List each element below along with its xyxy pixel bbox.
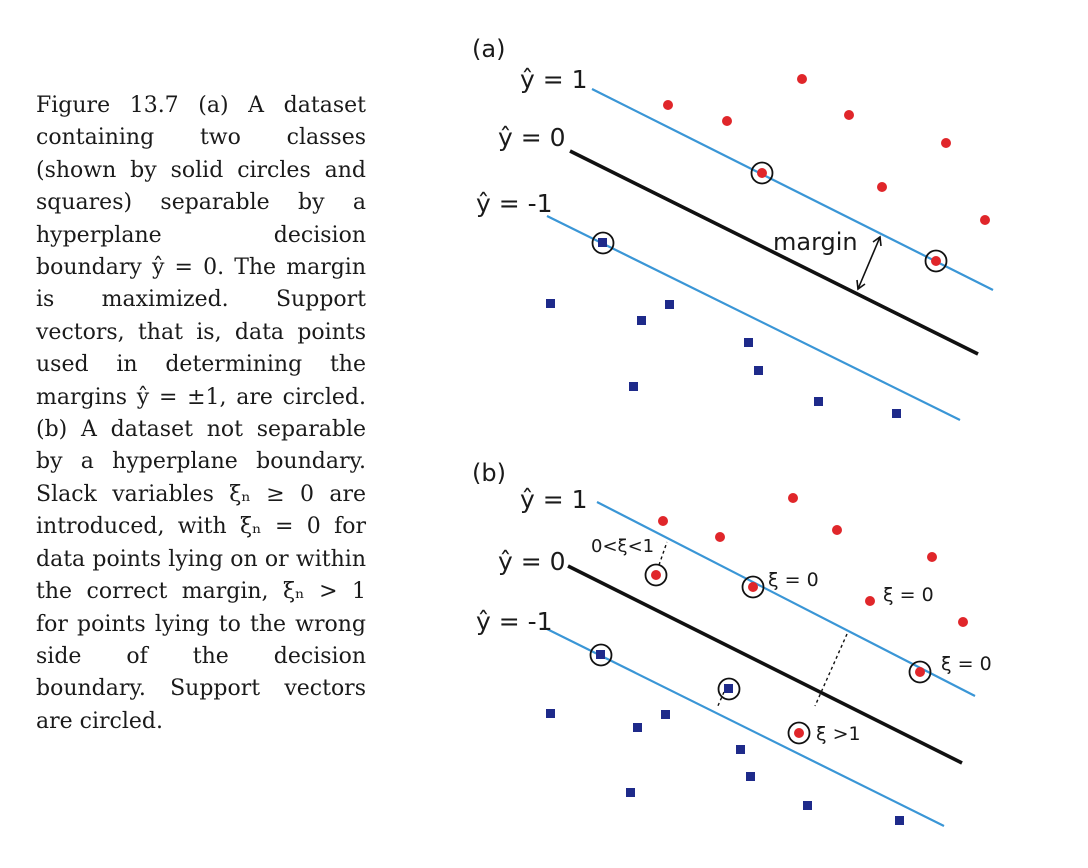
panel-a-class-square (546, 299, 555, 308)
panel-b-class-circle (658, 516, 668, 526)
panel-b-support-vector-ring (717, 677, 741, 701)
panel-a-support-vector-circle (757, 168, 767, 178)
panel-a-label-y-zero: ŷ = 0 (498, 123, 566, 152)
panel-a-class-circle (722, 116, 732, 126)
panel-b-support-vector-ring (908, 660, 932, 684)
panel-a-class-circle (797, 74, 807, 84)
panel-b-class-circle (832, 525, 842, 535)
panel-b-slack-dash (716, 691, 725, 709)
panel-a-class-square (744, 338, 753, 347)
panel-a-support-vector-ring (591, 231, 615, 255)
panel-b-class-square (626, 788, 635, 797)
panel-b-class-square (736, 745, 745, 754)
panel-a-margin-label: margin (773, 228, 858, 256)
panel-a-support-vector-ring (750, 161, 774, 185)
panel-a: (a) ŷ = 1 ŷ = 0 ŷ = -1 margin (472, 35, 994, 421)
panel-a-class-square (892, 409, 901, 418)
panel-a-class-circle (980, 215, 990, 225)
panel-b-class-circle (927, 552, 937, 562)
panel-b-slack-dash (658, 541, 668, 566)
panel-a-margin-arrowhead-bottom (856, 279, 866, 291)
panel-b-support-vector-ring (589, 643, 613, 667)
panel-a-margin-arrowhead-top (872, 235, 882, 247)
panel-b-label-xi-between: 0<ξ<1 (591, 536, 654, 557)
panel-b-label-xi-zero-1: ξ = 0 (768, 569, 819, 591)
panel-a-class-square (637, 316, 646, 325)
panel-b-support-vector-circle (915, 667, 925, 677)
panel-b-support-vector-circle (794, 728, 804, 738)
panel-b-class-square (633, 723, 642, 732)
panel-b-class-circle (788, 493, 798, 503)
panel-b-label: (b) (472, 459, 506, 487)
panel-b-support-vector-ring (644, 563, 668, 587)
panel-b-label-xi-zero-2: ξ = 0 (883, 584, 934, 606)
panel-a-label-y-plus: ŷ = 1 (520, 65, 588, 94)
panel-b-slack-dash (814, 633, 848, 707)
panel-b-class-square (803, 801, 812, 810)
panel-a-class-square (814, 397, 823, 406)
panel-b-support-vector-circle (651, 570, 661, 580)
panel-b-support-vector-square (724, 684, 733, 693)
panel-b-class-circle (958, 617, 968, 627)
panel-b-label-y-zero: ŷ = 0 (498, 547, 566, 576)
panel-b-class-square (661, 710, 670, 719)
panel-a-margin-arrow (857, 236, 881, 290)
panel-a-class-square (629, 382, 638, 391)
panel-b-class-circle (715, 532, 725, 542)
panel-a-class-square (665, 300, 674, 309)
panel-b-support-vector-ring (787, 721, 811, 745)
panel-b: (b) ŷ = 1 ŷ = 0 ŷ = -1 0<ξ<1 ξ = 0 ξ = 0… (472, 459, 992, 827)
panel-b-support-vector-circle (748, 582, 758, 592)
panel-b-label-xi-gt1: ξ >1 (816, 723, 861, 745)
panel-b-margin-line-minus (546, 628, 945, 827)
panel-a-label-y-minus: ŷ = -1 (476, 189, 553, 218)
panel-b-support-vector-ring (741, 575, 765, 599)
panel-a-class-square (754, 366, 763, 375)
panel-b-decision-boundary (567, 564, 963, 765)
panel-a-class-circle (941, 138, 951, 148)
panel-a-class-circle (844, 110, 854, 120)
panel-b-class-square (895, 816, 904, 825)
panel-a-class-circle (877, 182, 887, 192)
panel-a-support-vector-circle (931, 256, 941, 266)
panel-b-class-square (546, 709, 555, 718)
panel-b-label-xi-zero-3: ξ = 0 (941, 653, 992, 675)
panel-b-label-y-minus: ŷ = -1 (476, 607, 553, 636)
panel-a-class-circle (663, 100, 673, 110)
panel-b-class-circle (865, 596, 875, 606)
figure-caption: Figure 13.7 (a) A dataset containing two… (36, 93, 366, 734)
panel-b-margin-line-plus (596, 501, 976, 697)
panel-a-support-vector-square (598, 238, 607, 247)
panel-b-support-vector-square (596, 650, 605, 659)
panel-a-decision-boundary (569, 149, 979, 356)
panel-b-label-y-plus: ŷ = 1 (520, 485, 588, 514)
panel-a-margin-line-minus (546, 215, 961, 421)
panel-a-label: (a) (472, 35, 505, 63)
panel-a-support-vector-ring (924, 249, 948, 273)
panel-b-class-square (746, 772, 755, 781)
